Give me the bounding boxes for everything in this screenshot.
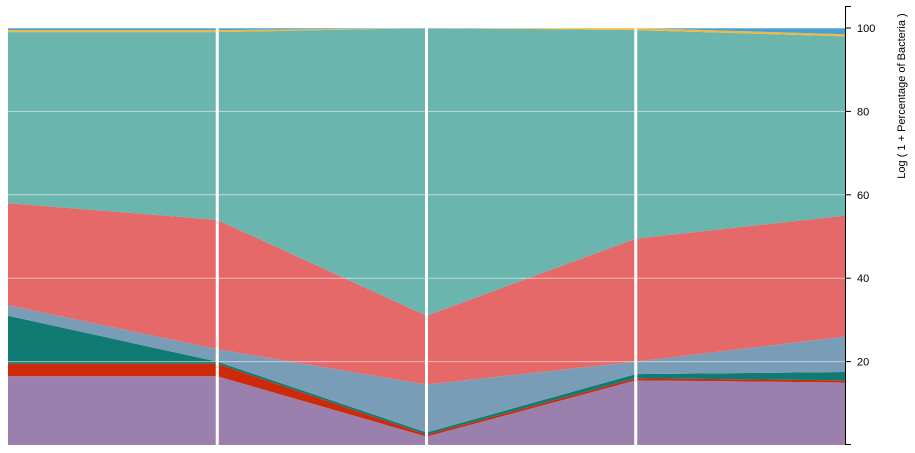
y-tick-label-80: 80 — [857, 106, 869, 118]
y-tick-label-60: 60 — [857, 190, 869, 202]
y-tick-label-20: 20 — [857, 357, 869, 369]
y-axis: 20 40 60 80 100 — [845, 6, 875, 445]
area-series-3 — [8, 315, 845, 435]
horizontal-gridlines — [8, 27, 845, 363]
area-series-2 — [8, 363, 845, 437]
y-tick-label-40: 40 — [857, 273, 869, 285]
y-axis-title: Log ( 1 + Percentage of Bacteria ) — [896, 13, 908, 178]
y-tick-label-100: 100 — [857, 23, 875, 35]
vertical-gridlines — [215, 26, 638, 445]
